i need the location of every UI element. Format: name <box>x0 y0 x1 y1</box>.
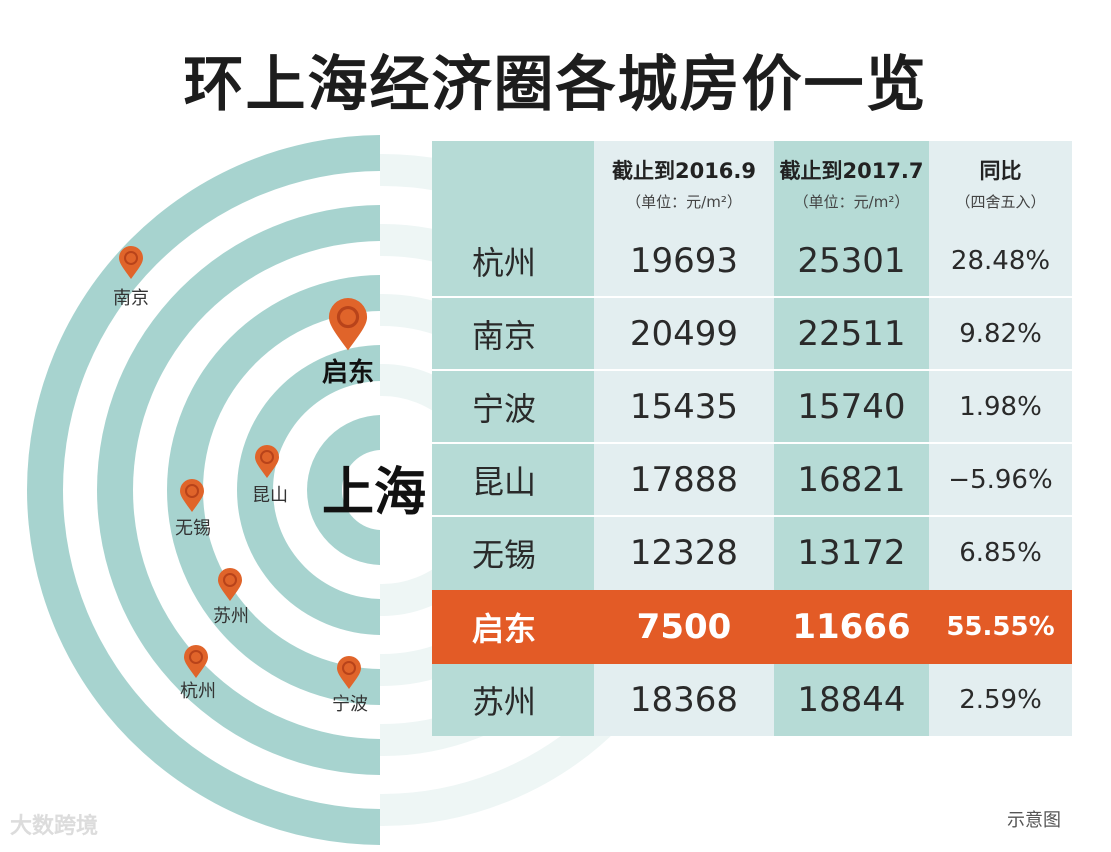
row-divider <box>432 296 1072 298</box>
price-2017-cell: 13172 <box>797 533 906 573</box>
table-row-highlight: 启东 7500 11666 55.55% <box>432 590 1072 664</box>
diagram-note: 示意图 <box>1007 810 1061 831</box>
location-pin-icon <box>119 246 143 279</box>
price-2016-cell: 19693 <box>629 241 739 281</box>
price-2016-cell: 12328 <box>629 533 739 573</box>
yoy-cell: 9.82% <box>959 319 1042 349</box>
pin-label-wuxi: 无锡 <box>175 518 211 539</box>
price-table: 截止到2016.9 （单位：元/m²） 截止到2017.7 （单位：元/m²） … <box>432 141 1072 736</box>
pin-label-suzhou: 苏州 <box>213 606 249 627</box>
location-pin-icon <box>180 479 204 512</box>
header-yoy-note: （四舍五入） <box>955 192 1046 211</box>
table-row: 无锡 12328 13172 6.85% <box>432 517 1072 589</box>
table-row: 昆山 17888 16821 −5.96% <box>432 444 1072 516</box>
table-row: 宁波 15435 15740 1.98% <box>432 371 1072 443</box>
price-2017-cell: 15740 <box>797 387 906 427</box>
price-2017-cell: 16821 <box>797 460 906 500</box>
center-city-label: 上海 <box>322 463 427 523</box>
price-2017-cell: 25301 <box>797 241 906 281</box>
price-2016-cell: 18368 <box>629 680 739 720</box>
header-2016-unit: （单位：元/m²） <box>626 192 742 211</box>
header-2016: 截止到2016.9 <box>611 158 757 183</box>
pin-label-ningbo: 宁波 <box>332 694 368 715</box>
city-cell: 启东 <box>472 610 537 648</box>
pin-label-kunshan: 昆山 <box>252 485 288 506</box>
page-title: 环上海经济圈各城房价一览 <box>183 50 928 120</box>
city-cell: 宁波 <box>472 390 537 428</box>
table-row: 苏州 18368 18844 2.59% <box>432 664 1072 736</box>
price-2016-cell: 7500 <box>636 607 732 647</box>
price-2017-cell: 11666 <box>792 607 911 647</box>
table-row: 杭州 19693 25301 28.48% <box>432 225 1072 297</box>
location-pin-icon <box>255 445 279 478</box>
price-2016-cell: 20499 <box>629 314 739 354</box>
location-pin-icon <box>184 645 208 678</box>
row-divider <box>432 369 1072 371</box>
price-2016-cell: 15435 <box>629 387 739 427</box>
row-divider <box>432 442 1072 444</box>
price-2017-cell: 22511 <box>797 314 906 354</box>
location-pin-icon <box>337 656 361 689</box>
yoy-cell: 2.59% <box>959 685 1042 715</box>
watermark: 大数跨境 <box>10 814 99 839</box>
city-cell: 昆山 <box>472 463 537 501</box>
yoy-cell: 28.48% <box>950 246 1051 276</box>
table-row: 南京 20499 22511 9.82% <box>432 298 1072 370</box>
city-cell: 苏州 <box>472 683 537 721</box>
location-pin-icon <box>218 568 242 601</box>
row-divider <box>432 515 1072 517</box>
table-header-row: 截止到2016.9 （单位：元/m²） 截止到2017.7 （单位：元/m²） … <box>432 141 1072 225</box>
header-2017: 截止到2017.7 <box>779 158 924 183</box>
header-2017-unit: （单位：元/m²） <box>793 192 910 211</box>
city-cell: 无锡 <box>472 536 537 574</box>
yoy-cell: −5.96% <box>948 465 1053 495</box>
header-yoy: 同比 <box>979 158 1022 183</box>
location-pin-icon <box>328 298 368 351</box>
price-2016-cell: 17888 <box>629 460 739 500</box>
city-cell: 杭州 <box>472 244 537 282</box>
price-2017-cell: 18844 <box>797 680 906 720</box>
yoy-cell: 55.55% <box>946 612 1055 642</box>
yoy-cell: 1.98% <box>959 392 1042 422</box>
city-cell: 南京 <box>472 317 537 355</box>
pin-label-hangzhou: 杭州 <box>180 681 216 702</box>
pin-label-nanjing: 南京 <box>113 288 149 309</box>
yoy-cell: 6.85% <box>959 538 1042 568</box>
pin-label-qidong: 启东 <box>321 358 375 388</box>
